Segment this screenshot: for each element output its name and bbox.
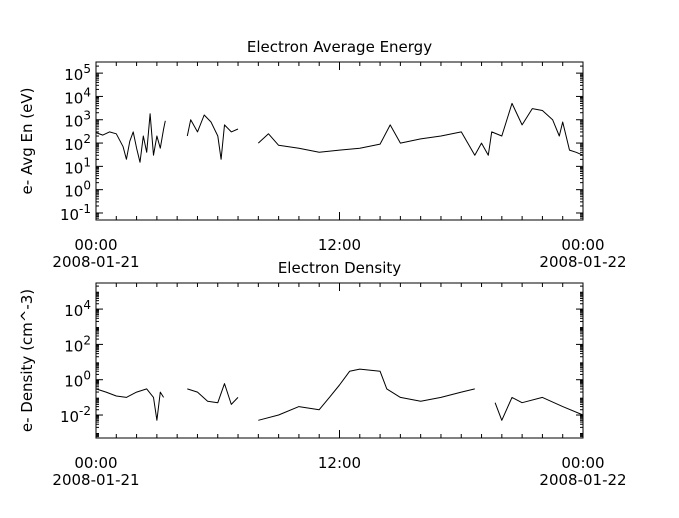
density-series-line [95,368,584,421]
energy-y-tick-label: 105 [64,62,91,84]
energy-x-tick-time: 00:00 [74,236,117,254]
density-x-tick-time: 00:00 [561,454,604,472]
energy-y-tick-label: 102 [64,132,91,154]
density-x-ticks [95,283,584,438]
energy-y-axis-label: e- Avg En (eV) [18,88,36,195]
energy-y-tick-label: 104 [64,85,91,107]
energy-x-tick-date: 2008-01-21 [52,253,139,271]
density-plot-frame [95,282,584,439]
density-y-tick-label: 104 [64,298,91,320]
density-x-tick-time: 12:00 [318,454,361,472]
energy-plot-frame [95,61,584,221]
energy-y-tick-label: 10-1 [60,202,91,224]
density-y-tick-label: 100 [64,369,91,391]
energy-y-tick-label: 103 [64,109,91,131]
energy-y-tick-label: 100 [64,179,91,201]
density-x-tick-date: 2008-01-22 [539,471,626,489]
density-y-tick-label: 10-2 [60,404,91,426]
energy-x-tick-time: 12:00 [318,236,361,254]
density-y-axis-label: e- Density (cm^-3) [18,289,36,432]
energy-series-line [95,102,584,163]
density-y-tick-label: 102 [64,333,91,355]
density-panel: Electron Density 10-2 100 102 104 e- Density … [18,259,627,489]
density-x-tick-time: 00:00 [74,454,117,472]
energy-x-ticks [95,62,584,220]
energy-x-tick-date: 2008-01-22 [539,253,626,271]
energy-y-tick-label: 101 [64,155,91,177]
density-x-tick-date: 2008-01-21 [52,471,139,489]
density-y-minor-ticks [96,282,583,439]
energy-x-tick-time: 00:00 [561,236,604,254]
density-title: Electron Density [278,259,401,277]
energy-title: Electron Average Energy [247,38,432,56]
energy-panel: Electron Average Energy10-11001011021031… [18,38,627,271]
energy-y-minor-ticks [96,61,583,221]
